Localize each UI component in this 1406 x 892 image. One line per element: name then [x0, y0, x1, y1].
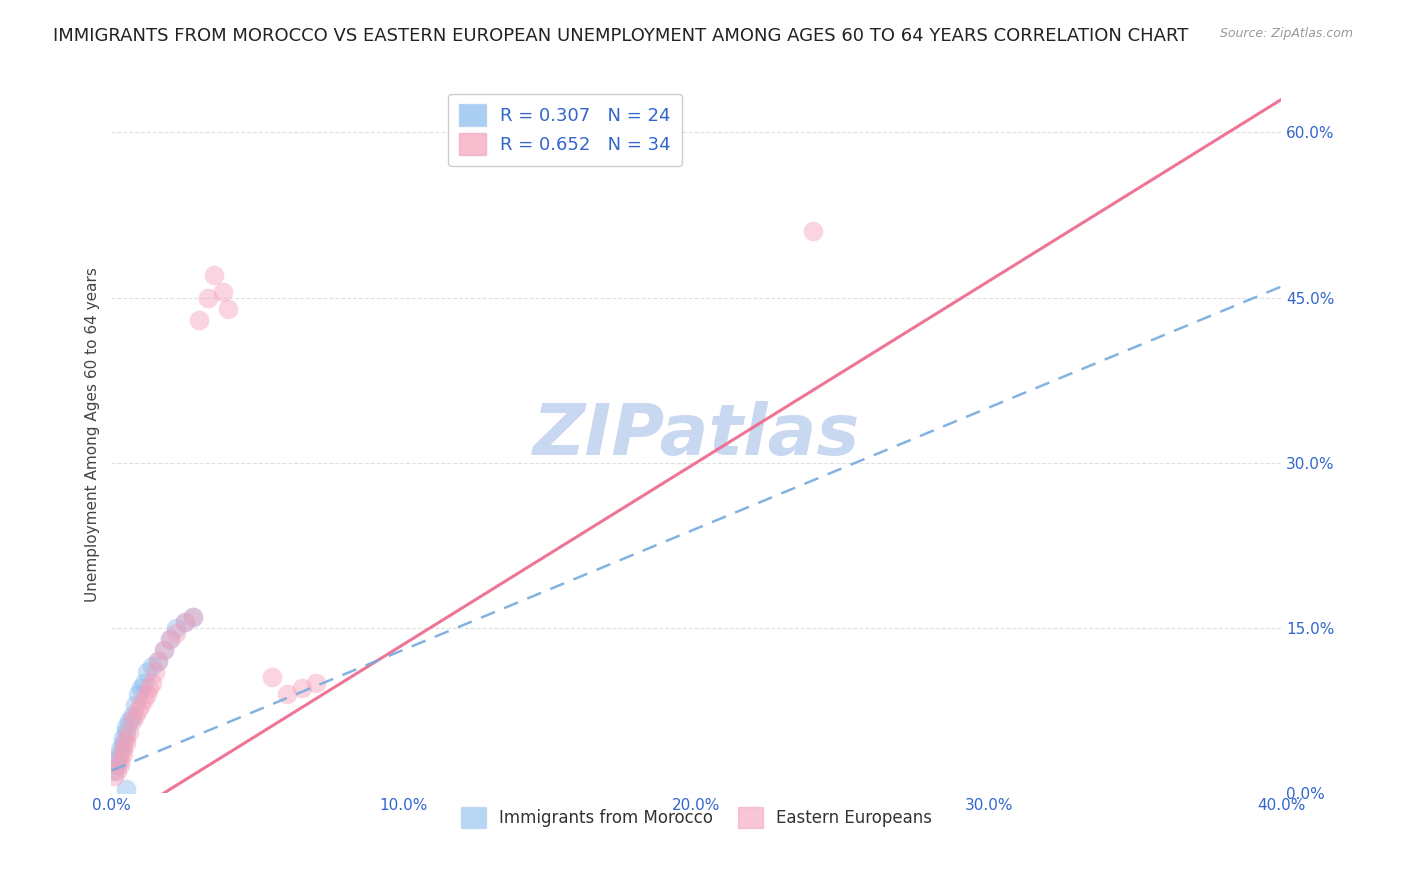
Point — [115, 720, 138, 734]
Point — [202, 268, 225, 283]
Point — [165, 626, 187, 640]
Point — [115, 736, 138, 750]
Point — [153, 642, 176, 657]
Point — [112, 741, 135, 756]
Point — [132, 675, 155, 690]
Point — [188, 312, 211, 326]
Point — [173, 615, 195, 629]
Point — [108, 758, 131, 772]
Point — [141, 675, 163, 690]
Point — [115, 731, 138, 745]
Point — [105, 764, 128, 778]
Point — [129, 698, 152, 712]
Point — [290, 681, 312, 695]
Point — [129, 681, 152, 695]
Point — [108, 741, 131, 756]
Point — [112, 747, 135, 761]
Point — [138, 681, 160, 695]
Point — [159, 632, 181, 646]
Point — [132, 692, 155, 706]
Point — [181, 609, 204, 624]
Point — [135, 687, 157, 701]
Point — [148, 654, 170, 668]
Point — [153, 642, 176, 657]
Point — [305, 675, 328, 690]
Point — [108, 747, 131, 761]
Point — [217, 301, 239, 316]
Text: IMMIGRANTS FROM MOROCCO VS EASTERN EUROPEAN UNEMPLOYMENT AMONG AGES 60 TO 64 YEA: IMMIGRANTS FROM MOROCCO VS EASTERN EUROP… — [53, 27, 1189, 45]
Point — [143, 665, 166, 679]
Point — [165, 621, 187, 635]
Point — [121, 708, 143, 723]
Point — [262, 670, 284, 684]
Point — [118, 725, 141, 739]
Point — [115, 782, 138, 797]
Point — [121, 714, 143, 728]
Point — [181, 609, 204, 624]
Point — [803, 225, 825, 239]
Point — [105, 758, 128, 772]
Point — [124, 708, 146, 723]
Point — [118, 714, 141, 728]
Point — [276, 687, 298, 701]
Point — [112, 736, 135, 750]
Point — [115, 725, 138, 739]
Point — [211, 285, 233, 299]
Point — [112, 731, 135, 745]
Point — [108, 753, 131, 767]
Legend: Immigrants from Morocco, Eastern Europeans: Immigrants from Morocco, Eastern Europea… — [454, 801, 939, 834]
Text: Source: ZipAtlas.com: Source: ZipAtlas.com — [1219, 27, 1353, 40]
Point — [103, 764, 125, 778]
Point — [148, 654, 170, 668]
Point — [124, 698, 146, 712]
Point — [127, 703, 149, 717]
Point — [135, 665, 157, 679]
Point — [105, 753, 128, 767]
Point — [197, 291, 219, 305]
Text: ZIPatlas: ZIPatlas — [533, 401, 860, 469]
Point — [127, 687, 149, 701]
Point — [173, 615, 195, 629]
Point — [159, 632, 181, 646]
Point — [141, 659, 163, 673]
Y-axis label: Unemployment Among Ages 60 to 64 years: Unemployment Among Ages 60 to 64 years — [86, 268, 100, 602]
Point — [103, 769, 125, 783]
